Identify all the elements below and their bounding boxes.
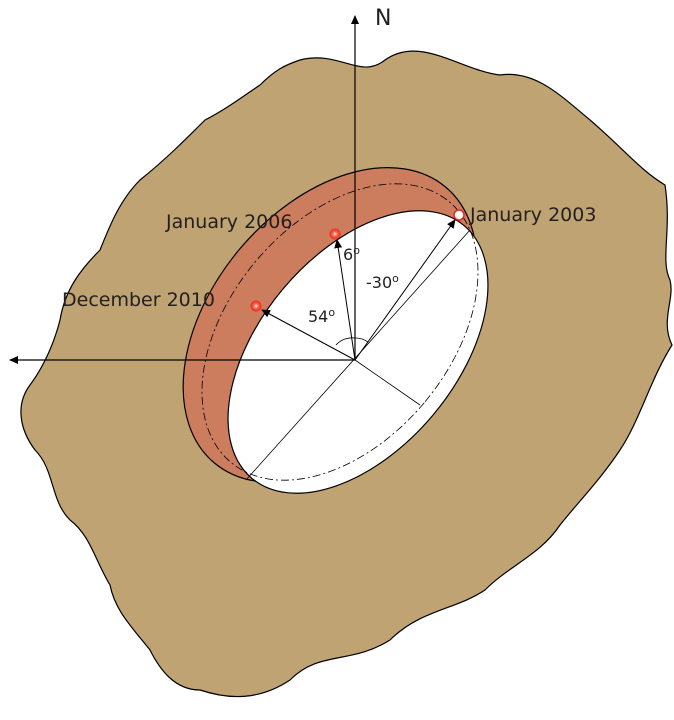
degree-sign: o [353, 244, 360, 257]
event-marker [329, 228, 341, 240]
angle-label: 54o [308, 306, 335, 326]
trace [201, 183, 479, 481]
angle-arc [335, 337, 369, 346]
angle-value: -30 [366, 273, 392, 292]
event-marker [250, 300, 262, 312]
degree-sign: o [328, 306, 335, 319]
degree-sign: o [392, 272, 399, 285]
north-label: N [375, 6, 391, 31]
radial [354, 359, 421, 406]
arrow [354, 219, 456, 361]
angle-value: 54 [308, 307, 328, 326]
angle-label: -30o [366, 272, 399, 292]
pit-floor [227, 210, 489, 494]
arrow [261, 309, 356, 361]
event-label: December 2010 [62, 289, 215, 311]
angle-label: 6o [343, 244, 360, 264]
event-marker [453, 209, 465, 221]
arrow [334, 239, 356, 361]
event-label: January 2006 [165, 211, 292, 233]
angle-value: 6 [343, 245, 353, 264]
event-label: January 2003 [469, 204, 596, 226]
